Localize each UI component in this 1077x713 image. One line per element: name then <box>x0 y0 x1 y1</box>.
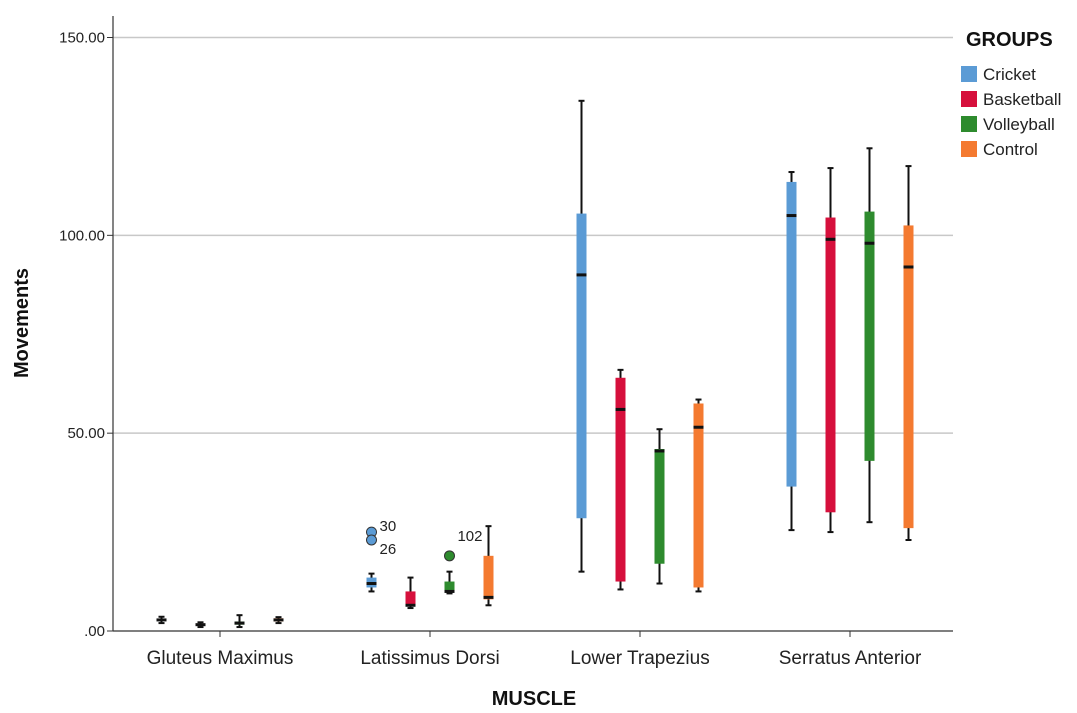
box <box>615 377 626 582</box>
box-control-3 <box>693 398 704 593</box>
box <box>864 211 875 461</box>
box <box>405 591 416 607</box>
box <box>654 448 665 564</box>
legend-label: Cricket <box>983 65 1036 84</box>
x-tick-label: Latissimus Dorsi <box>360 648 499 669</box>
box <box>444 581 455 593</box>
box <box>576 213 587 519</box>
box <box>825 217 836 513</box>
x-tick-label: Lower Trapezius <box>570 648 709 669</box>
box-control-1 <box>273 616 284 625</box>
axes: .00 50.00 100.00 150.00 Gluteus Maximus Latis… <box>59 16 953 669</box>
y-tick-label: 150.00 <box>59 30 105 47</box>
legend-swatch <box>961 116 977 132</box>
legend-swatch <box>961 91 977 107</box>
box-basketball-1 <box>195 621 206 629</box>
box <box>786 181 797 487</box>
box-basketball-3 <box>615 368 626 591</box>
box-control-4 <box>903 165 914 541</box>
box <box>693 403 704 588</box>
x-axis-title: MUSCLE <box>492 688 576 710</box>
legend-swatch <box>961 141 977 157</box>
legend-label: Control <box>983 140 1038 159</box>
outlier-label: 26 <box>380 541 397 558</box>
box <box>483 555 494 600</box>
box <box>903 225 914 529</box>
outlier-label: 30 <box>380 518 397 535</box>
legend-label: Basketball <box>983 90 1061 109</box>
legend: GROUPS Cricket Basketball Volleyball Control <box>961 29 1061 159</box>
legend-title: GROUPS <box>966 29 1053 51</box>
outlier-point <box>444 550 455 562</box>
outlier-label: 102 <box>457 528 482 545</box>
box-volleyball-1 <box>234 614 245 629</box>
box-cricket-1 <box>156 615 167 625</box>
box-basketball-2 <box>405 576 416 610</box>
grid-lines <box>113 36 953 434</box>
box-cricket-4 <box>786 171 797 532</box>
y-axis-title: Movements <box>11 268 33 378</box>
x-tick-label: Serratus Anterior <box>779 648 922 669</box>
y-tick-label: 50.00 <box>67 425 105 442</box>
legend-swatch <box>961 66 977 82</box>
box-volleyball-4 <box>864 147 875 524</box>
y-tick-label: 100.00 <box>59 227 105 244</box>
legend-label: Volleyball <box>983 115 1055 134</box>
y-tick-label: .00 <box>84 623 105 640</box>
box-volleyball-2 <box>444 550 455 595</box>
box-volleyball-3 <box>654 428 665 585</box>
box-basketball-4 <box>825 167 836 534</box>
outlier-point <box>366 534 377 546</box>
box-control-2: 102 <box>457 525 494 607</box>
box-cricket-3 <box>576 99 587 573</box>
x-tick-label: Gluteus Maximus <box>147 648 294 669</box>
